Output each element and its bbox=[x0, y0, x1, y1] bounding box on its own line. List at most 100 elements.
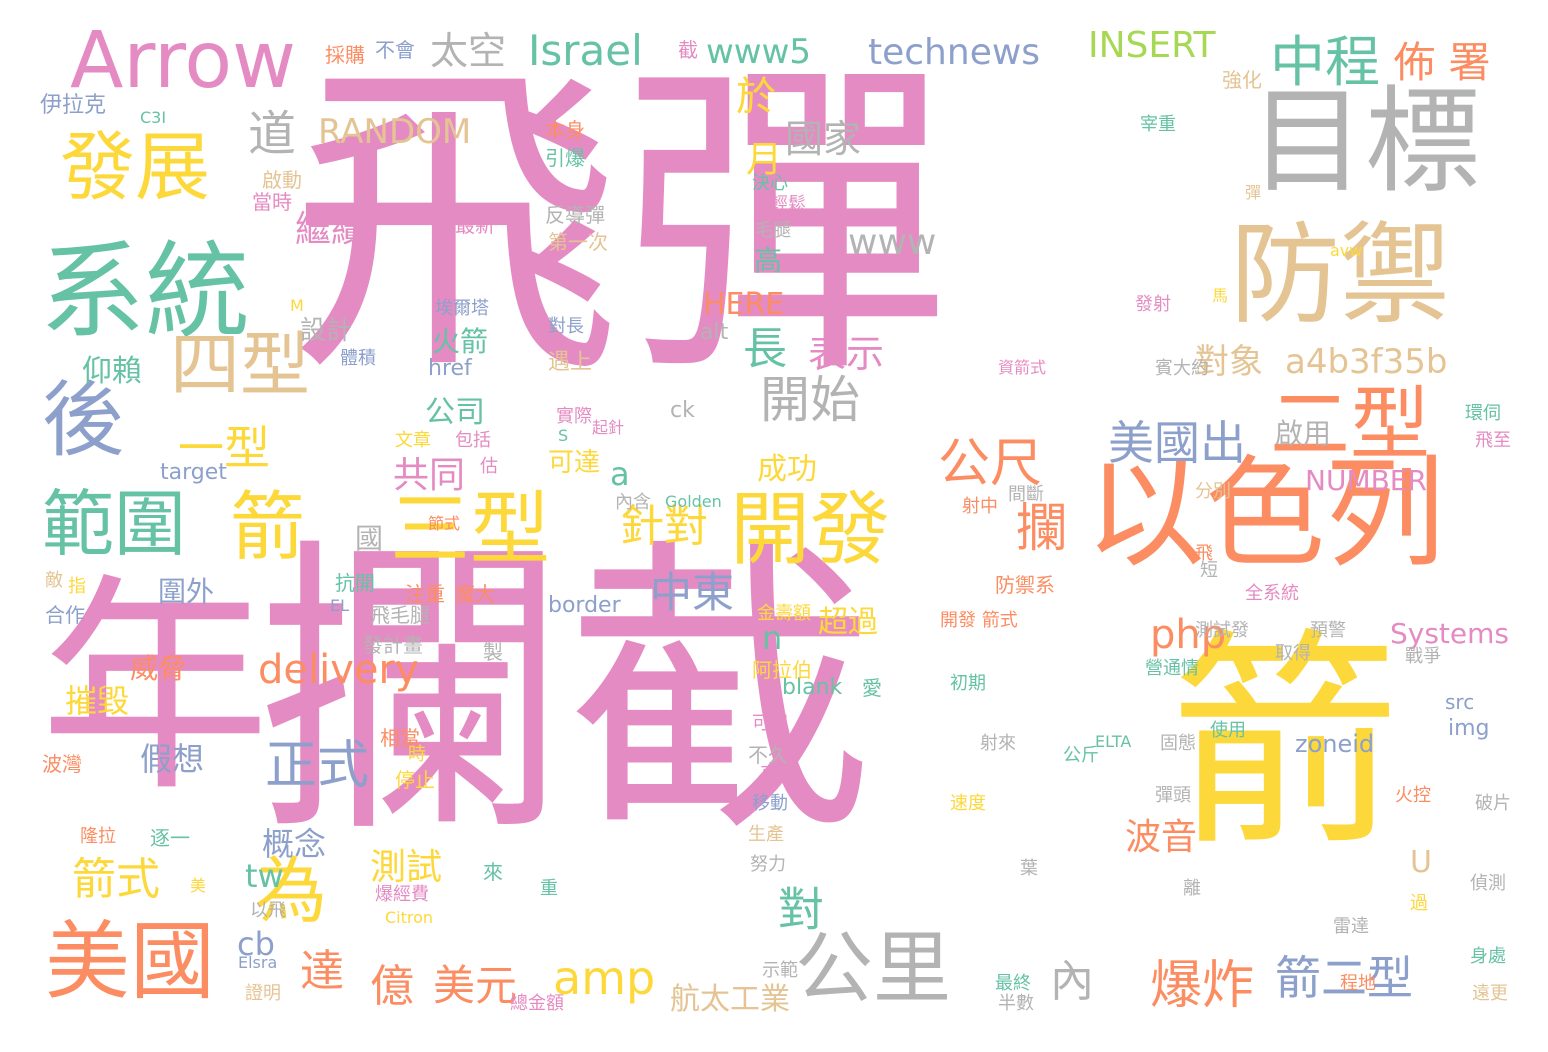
word-cloud-term: 中程 bbox=[1270, 30, 1381, 94]
word-cloud-term: 超過 bbox=[818, 605, 878, 640]
word-cloud-term: 年 bbox=[40, 556, 271, 823]
word-cloud-term: 測試 bbox=[370, 847, 443, 888]
word-cloud-term: 火箭 bbox=[432, 325, 489, 358]
word-cloud-term: 固態 bbox=[1160, 733, 1196, 754]
word-cloud-term: 截 bbox=[678, 38, 698, 62]
word-cloud-term: 發計畫 bbox=[363, 633, 423, 657]
word-cloud-term: 反導彈 bbox=[545, 203, 605, 227]
word-cloud-term: 證明 bbox=[245, 983, 281, 1004]
word-cloud-term: 戰爭 bbox=[1405, 646, 1441, 667]
word-cloud-term: 繼續 bbox=[295, 209, 368, 250]
word-cloud-term: 移動 bbox=[752, 793, 788, 814]
word-cloud-term: 速度 bbox=[950, 793, 986, 814]
word-cloud-term: 一型 bbox=[178, 421, 270, 475]
word-cloud-term: 對長 bbox=[548, 316, 584, 337]
word-cloud-term: ELTA bbox=[1095, 732, 1132, 751]
word-cloud-term: 注重 bbox=[405, 582, 445, 606]
word-cloud-term: 製 bbox=[483, 640, 503, 664]
word-cloud-term: 攔截 bbox=[255, 514, 875, 875]
word-cloud-term: 重 bbox=[540, 878, 558, 899]
word-cloud-term: 火控 bbox=[1395, 785, 1431, 806]
word-cloud-term: 為 bbox=[255, 849, 328, 933]
word-cloud-term: 二型 bbox=[1270, 378, 1430, 471]
word-cloud-term: M bbox=[290, 296, 304, 315]
word-cloud-term: Citron bbox=[385, 908, 434, 927]
word-cloud-term: 仰賴 bbox=[82, 354, 142, 389]
word-cloud-term: 防禦系 bbox=[995, 573, 1055, 597]
word-cloud-term: 宰重 bbox=[1140, 114, 1176, 135]
word-cloud-term: 於 bbox=[729, 75, 775, 115]
word-cloud-term: 起針 bbox=[592, 418, 625, 437]
word-cloud-term: 啟動 bbox=[262, 168, 302, 192]
word-cloud-term: 使用 bbox=[1210, 720, 1246, 741]
word-cloud-term: 表示 bbox=[808, 332, 885, 376]
word-cloud-term: technews bbox=[868, 32, 1041, 73]
word-cloud-term: 長 bbox=[735, 325, 786, 369]
word-cloud-term: 國 bbox=[355, 522, 384, 555]
word-cloud-term: RANDOM bbox=[318, 112, 472, 152]
word-cloud-term: 測試發 bbox=[1195, 620, 1249, 641]
word-cloud-term: 決心 bbox=[752, 173, 788, 194]
word-cloud-term: 營通情 bbox=[1145, 658, 1199, 679]
word-cloud-term: 公司 bbox=[425, 395, 485, 430]
word-cloud-term: 啟用 bbox=[1275, 417, 1332, 450]
word-cloud-term: 射來 bbox=[980, 733, 1016, 754]
word-cloud-term: 圍外 bbox=[158, 575, 215, 608]
word-cloud-term: 包括 bbox=[455, 430, 491, 451]
word-cloud-term: 署 bbox=[1442, 40, 1491, 82]
word-cloud-term: 達 bbox=[300, 946, 344, 997]
word-cloud-term: 不久 bbox=[748, 743, 788, 767]
word-cloud-term: 射中 bbox=[962, 496, 998, 517]
word-cloud-term: 概念 bbox=[262, 825, 327, 863]
word-cloud-term: 內含 bbox=[615, 492, 651, 513]
word-cloud-term: cb bbox=[237, 925, 275, 963]
word-cloud-term: 攔 bbox=[1006, 500, 1066, 552]
word-cloud-term: 程地 bbox=[1340, 973, 1376, 994]
word-cloud-term: 總金額 bbox=[510, 993, 564, 1014]
word-cloud-term: 間斷 bbox=[1008, 484, 1044, 505]
word-cloud-term: 彈 bbox=[1245, 183, 1262, 202]
word-cloud-term: Arrow bbox=[70, 16, 296, 106]
word-cloud-term: 停止 bbox=[395, 768, 435, 792]
word-cloud-term: 輕鬆 bbox=[770, 194, 806, 215]
word-cloud-term: 破片 bbox=[1475, 793, 1511, 814]
word-cloud-term: 公尺 bbox=[938, 434, 1043, 494]
word-cloud-term: 環伺 bbox=[1465, 403, 1501, 424]
word-cloud-term: 箭式 bbox=[72, 854, 160, 905]
word-cloud-term: 美 bbox=[190, 876, 207, 895]
word-cloud-term: 爆炸 bbox=[1150, 956, 1255, 1016]
word-cloud-term: 美國出 bbox=[1108, 416, 1246, 470]
word-cloud-term: 以色列 bbox=[1085, 445, 1445, 584]
word-cloud-term: 伊拉克 bbox=[40, 93, 107, 118]
word-cloud-term: 國家 bbox=[785, 117, 862, 161]
word-cloud-term: 億 bbox=[370, 961, 414, 1012]
word-cloud-term: 金壽額 bbox=[757, 603, 811, 624]
word-cloud-term: 過 bbox=[1410, 893, 1428, 914]
word-cloud-term: 可達 bbox=[548, 448, 601, 478]
word-cloud-term: 相當 bbox=[380, 726, 420, 750]
word-cloud-term: 節式 bbox=[428, 514, 461, 533]
word-cloud-term: 摧毀 bbox=[65, 682, 130, 720]
word-cloud-term: href bbox=[428, 356, 472, 381]
word-cloud-term: 公斤 bbox=[1063, 745, 1099, 766]
word-cloud-term: zoneid bbox=[1295, 730, 1375, 758]
word-cloud-term: 身處 bbox=[1470, 946, 1506, 967]
word-cloud-term: 針對 bbox=[620, 501, 708, 552]
word-cloud-term: 美元 bbox=[433, 961, 518, 1010]
word-cloud-term: amp bbox=[553, 951, 656, 1005]
word-cloud-term: 對 bbox=[771, 885, 825, 931]
word-cloud-term: 佈 bbox=[1387, 40, 1436, 82]
word-cloud-term: 對象 bbox=[1195, 342, 1263, 382]
word-cloud-term: 目標 bbox=[1250, 75, 1481, 209]
word-cloud-term: 估 bbox=[480, 456, 498, 477]
word-cloud-term: 箭 bbox=[1170, 611, 1401, 878]
word-cloud-term: 公里 bbox=[795, 924, 952, 1014]
word-cloud-term: 體積 bbox=[340, 348, 376, 369]
word-cloud-term: 埃爾塔 bbox=[435, 298, 489, 319]
word-cloud-term: 葉 bbox=[1020, 858, 1038, 879]
word-cloud-term: U bbox=[1410, 845, 1432, 880]
word-cloud-term: 發展 bbox=[60, 123, 211, 211]
word-cloud-term: 假想 bbox=[140, 740, 205, 778]
word-cloud-term: 可同 bbox=[752, 713, 788, 734]
